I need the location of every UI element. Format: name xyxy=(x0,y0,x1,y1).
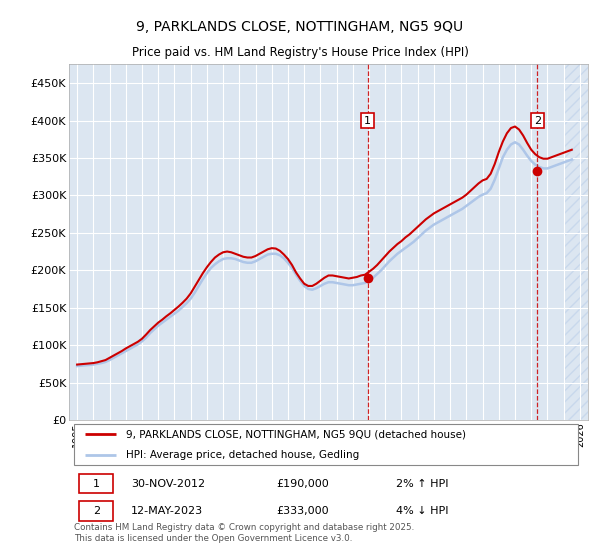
Text: 12-MAY-2023: 12-MAY-2023 xyxy=(131,506,203,516)
Text: 9, PARKLANDS CLOSE, NOTTINGHAM, NG5 9QU: 9, PARKLANDS CLOSE, NOTTINGHAM, NG5 9QU xyxy=(136,20,464,34)
Text: 9, PARKLANDS CLOSE, NOTTINGHAM, NG5 9QU (detached house): 9, PARKLANDS CLOSE, NOTTINGHAM, NG5 9QU … xyxy=(126,430,466,440)
Text: 1: 1 xyxy=(93,479,100,488)
Text: 4% ↓ HPI: 4% ↓ HPI xyxy=(396,506,448,516)
Text: HPI: Average price, detached house, Gedling: HPI: Average price, detached house, Gedl… xyxy=(126,450,359,460)
Text: 1: 1 xyxy=(364,115,371,125)
Text: £190,000: £190,000 xyxy=(277,479,329,488)
Text: Price paid vs. HM Land Registry's House Price Index (HPI): Price paid vs. HM Land Registry's House … xyxy=(131,46,469,59)
Text: 2% ↑ HPI: 2% ↑ HPI xyxy=(396,479,448,488)
Text: 2: 2 xyxy=(92,506,100,516)
Bar xyxy=(563,64,588,420)
FancyBboxPatch shape xyxy=(74,424,578,465)
Bar xyxy=(79,501,113,521)
Bar xyxy=(79,474,113,493)
Text: £333,000: £333,000 xyxy=(277,506,329,516)
Text: 30-NOV-2012: 30-NOV-2012 xyxy=(131,479,205,488)
Text: Contains HM Land Registry data © Crown copyright and database right 2025.
This d: Contains HM Land Registry data © Crown c… xyxy=(74,524,415,543)
Text: 2: 2 xyxy=(533,115,541,125)
